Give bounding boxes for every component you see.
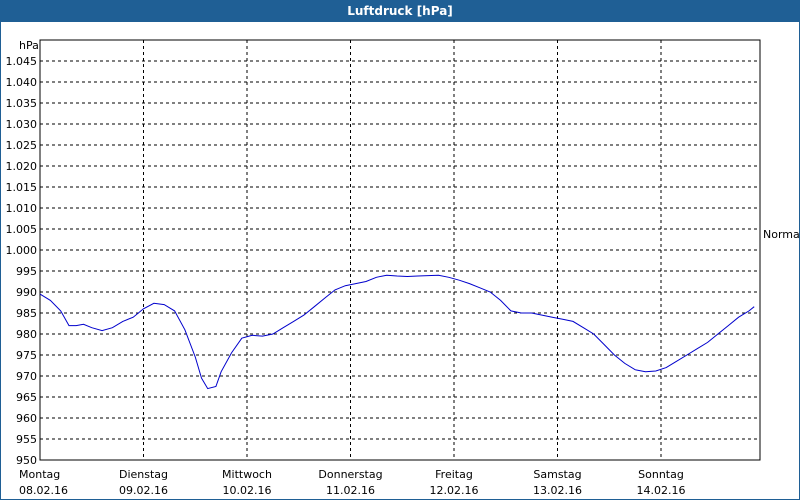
y-tick-label: 990	[16, 286, 37, 299]
chart-title: Luftdruck [hPa]	[1, 1, 799, 22]
y-tick-label: 1.030	[6, 118, 38, 131]
x-tick-date: 11.02.16	[326, 484, 375, 497]
pressure-line	[39, 274, 755, 390]
y-tick-label: 1.045	[6, 55, 38, 68]
y-tick-label: 955	[16, 433, 37, 446]
x-tick-day: Mittwoch	[222, 468, 272, 481]
y-tick-label: 1.035	[6, 97, 38, 110]
x-tick-date: 13.02.16	[533, 484, 582, 497]
y-tick-label: 1.015	[6, 181, 38, 194]
x-tick-date: 08.02.16	[19, 484, 68, 497]
x-tick-day: Dienstag	[119, 468, 168, 481]
x-tick-day: Donnerstag	[318, 468, 382, 481]
y-tick-label: 1.010	[6, 202, 38, 215]
y-tick-label: 980	[16, 328, 37, 341]
y-axis-unit-label: hPa	[19, 39, 39, 52]
plot-border	[39, 39, 761, 461]
y-tick-labels: 950 955 960 965 970 975 980 985 990 995 1.000 1.005…	[6, 55, 38, 467]
y-tick-label: 975	[16, 349, 37, 362]
x-tick-date: 09.02.16	[119, 484, 168, 497]
y-tick-label: 970	[16, 370, 37, 383]
x-tick-day: Montag	[19, 468, 60, 481]
normal-annotation: Normal	[763, 228, 800, 241]
y-tick-label: 995	[16, 265, 37, 278]
grid-lines	[40, 40, 760, 460]
y-tick-label: 985	[16, 307, 37, 320]
y-tick-label: 1.000	[6, 244, 38, 257]
x-tick-day: Samstag	[533, 468, 581, 481]
x-tick-labels: Montag 08.02.16 Dienstag 09.02.16 Mittwoch 10…	[19, 468, 685, 497]
y-tick-label: 1.020	[6, 160, 38, 173]
y-tick-label: 1.005	[6, 223, 38, 236]
x-tick-date: 10.02.16	[223, 484, 272, 497]
y-tick-label: 960	[16, 412, 37, 425]
x-tick-day: Freitag	[435, 468, 473, 481]
y-tick-label: 1.040	[6, 76, 38, 89]
x-tick-day: Sonntag	[638, 468, 684, 481]
x-tick-date: 14.02.16	[637, 484, 686, 497]
y-tick-label: 1.025	[6, 139, 38, 152]
x-tick-date: 12.02.16	[430, 484, 479, 497]
y-tick-label: 950	[16, 454, 37, 467]
y-tick-label: 965	[16, 391, 37, 404]
